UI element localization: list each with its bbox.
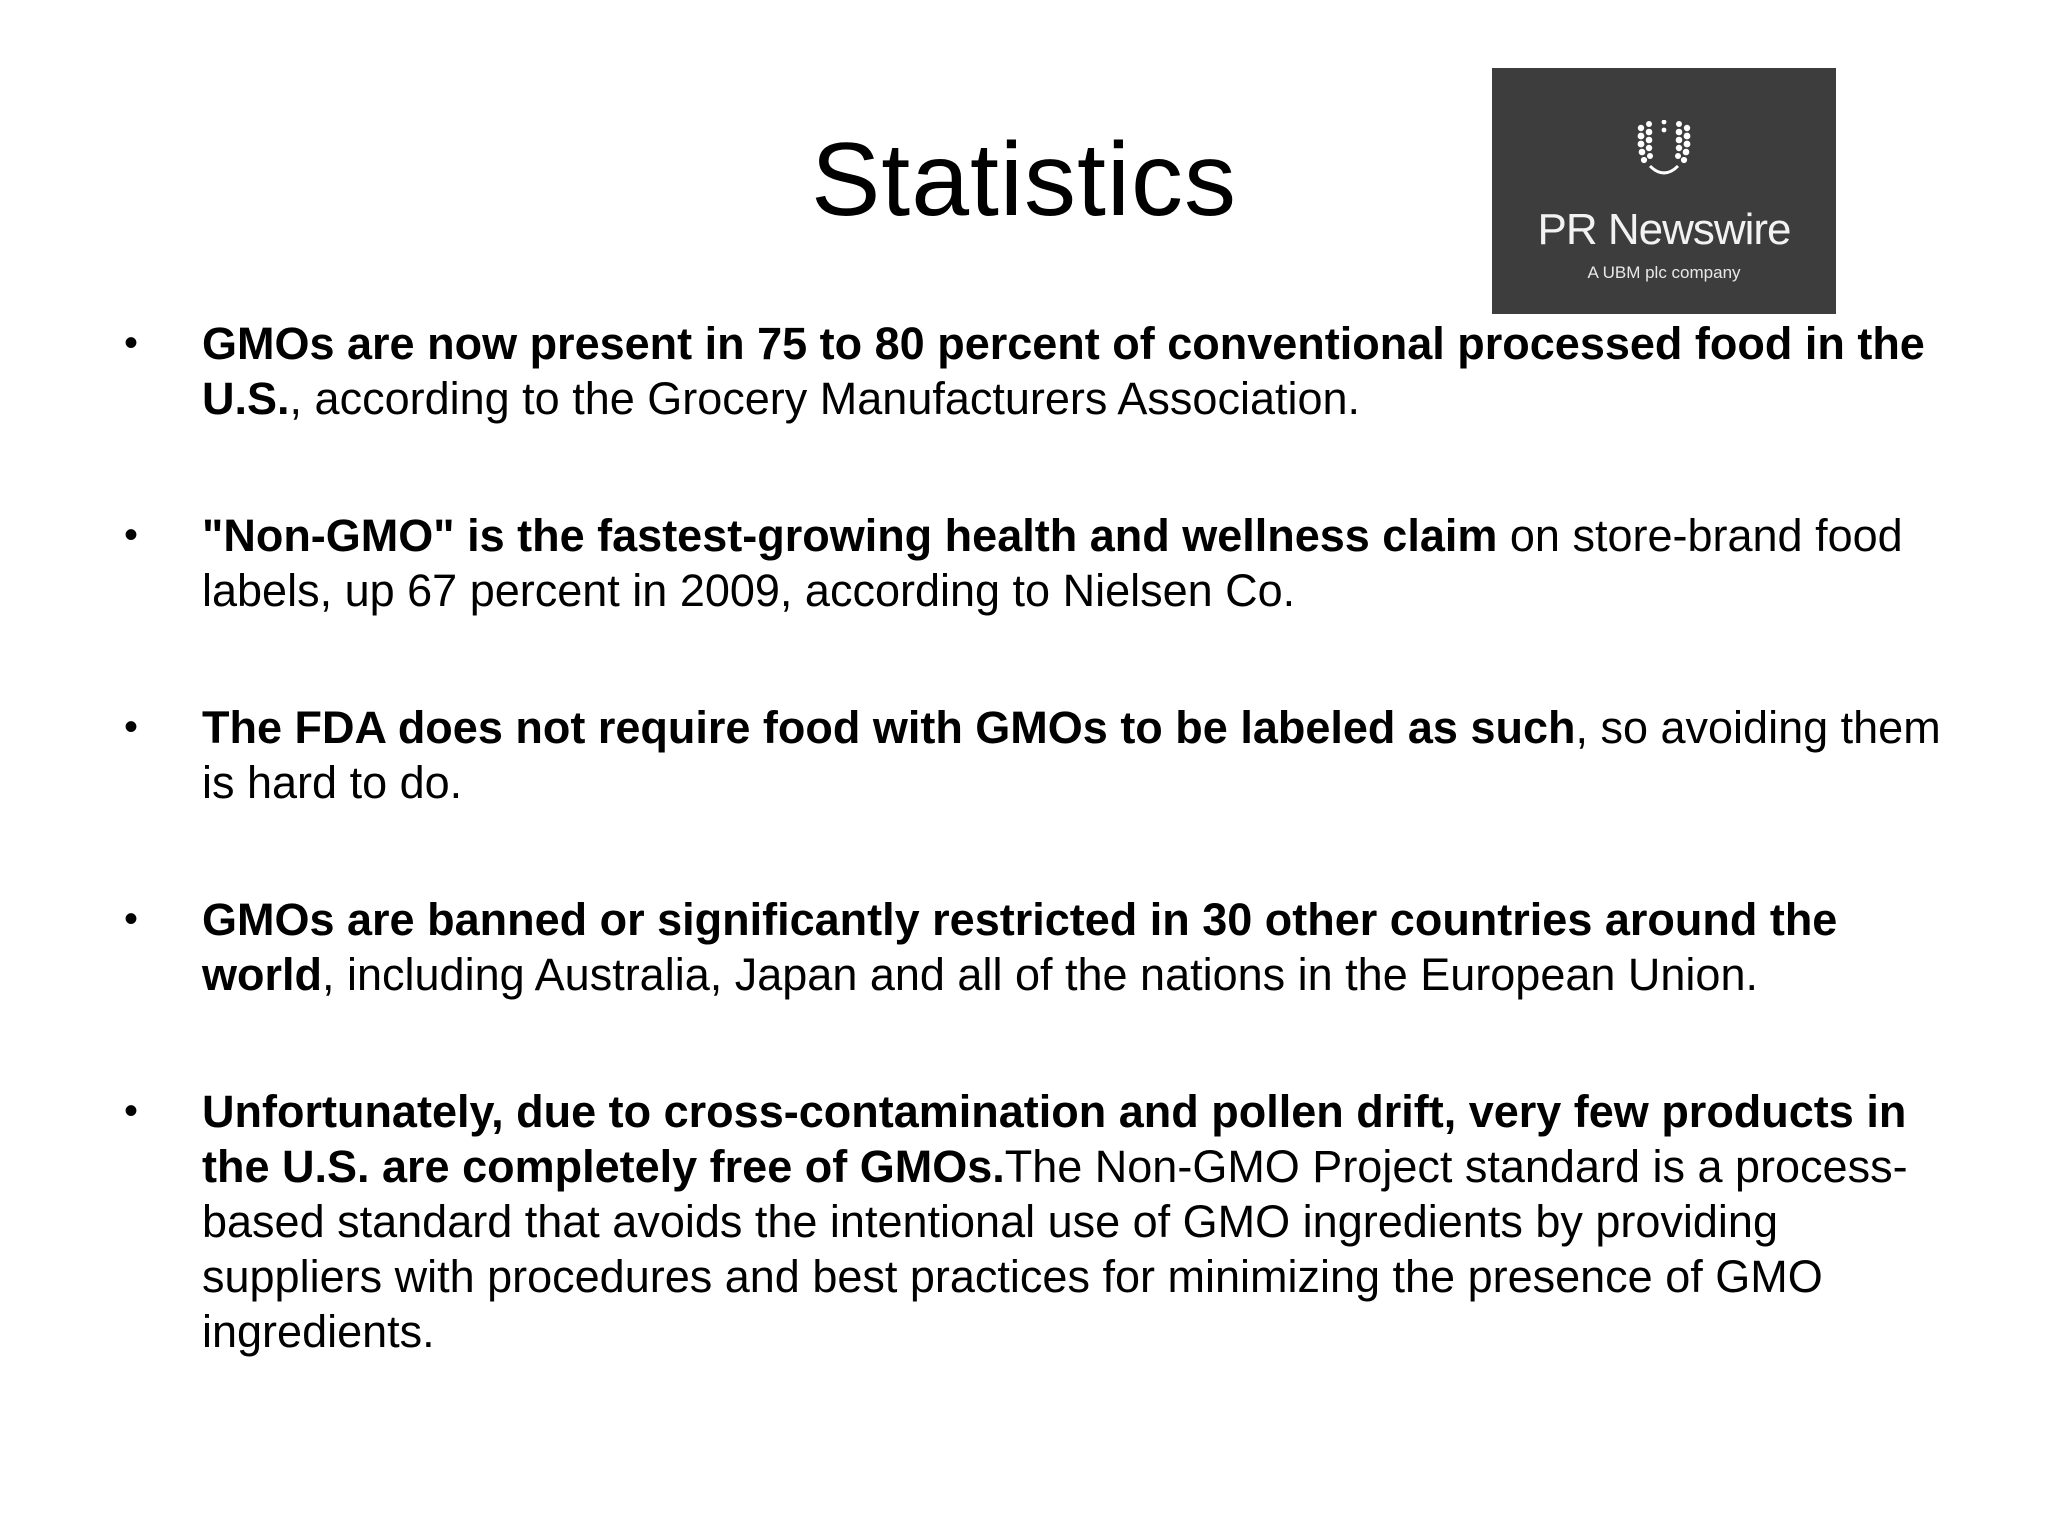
bullet-bold-text: The FDA does not require food with GMOs … xyxy=(202,702,1576,753)
bullet-bold-text: GMOs are now present in 75 to 80 percent… xyxy=(202,318,1925,424)
logo-name: PR Newswire xyxy=(1537,205,1791,254)
pr-newswire-logo: PR Newswire A UBM plc company xyxy=(1492,68,1836,314)
bullet-item: • "Non-GMO" is the fastest-growing healt… xyxy=(120,508,1950,618)
logo-mark-icon xyxy=(1637,120,1691,175)
bullet-bold-text: Unfortunately, due to cross-contaminatio… xyxy=(202,1086,1907,1192)
bullet-dot-icon: • xyxy=(124,897,139,941)
bullet-item: • GMOs are now present in 75 to 80 perce… xyxy=(120,316,1950,426)
bullet-dot-icon: • xyxy=(124,1089,139,1133)
slide-title: Statistics xyxy=(810,122,1238,238)
bullet-item: • The FDA does not require food with GMO… xyxy=(120,700,1950,810)
bullet-list: • GMOs are now present in 75 to 80 perce… xyxy=(120,316,1950,1441)
bullet-dot-icon: • xyxy=(124,321,139,365)
bullet-item: • GMOs are banned or significantly restr… xyxy=(120,892,1950,1002)
bullet-text: , including Australia, Japan and all of … xyxy=(322,949,1758,1000)
bullet-dot-icon: • xyxy=(124,705,139,749)
bullet-text: , according to the Grocery Manufacturers… xyxy=(289,373,1361,424)
bullet-text: on store-brand food labels, up 67 percen… xyxy=(202,510,1903,616)
bullet-text: The Non-GMO Project standard is a proces… xyxy=(202,1141,1908,1357)
bullet-dot-icon: • xyxy=(124,513,139,557)
bullet-item: • Unfortunately, due to cross-contaminat… xyxy=(120,1084,1950,1359)
bullet-text: , so avoiding them is hard to do. xyxy=(202,702,1941,808)
bullet-bold-text: "Non-GMO" is the fastest-growing health … xyxy=(202,510,1498,561)
bullet-bold-text: GMOs are banned or significantly restric… xyxy=(202,894,1838,1000)
logo-subtitle: A UBM plc company xyxy=(1587,263,1741,282)
